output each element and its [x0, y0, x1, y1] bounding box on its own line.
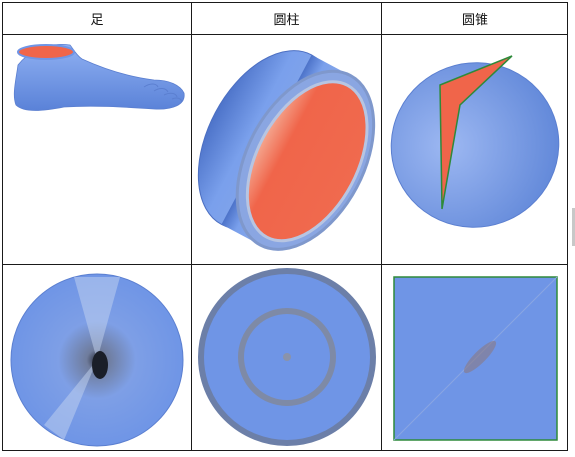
comparison-table: 足 圆柱 圆锥	[2, 2, 568, 451]
annulus-parameterization-icon	[198, 268, 376, 446]
cylinder-render-cell	[192, 35, 381, 264]
disk-param-cell	[4, 265, 191, 451]
cone-wedge-mesh-render-icon	[390, 55, 560, 228]
cone-render-cell	[382, 35, 568, 264]
foot-mesh-render-icon	[13, 44, 185, 111]
header-divider	[3, 34, 567, 35]
square-parameterization-icon	[393, 276, 558, 441]
row-divider	[3, 264, 567, 265]
cylinder-ring-mesh-render-icon	[197, 50, 376, 251]
header-foot: 足	[90, 13, 104, 28]
scrollbar-thumb[interactable]	[572, 208, 575, 246]
square-param-cell	[382, 265, 568, 451]
header-cylinder: 圆柱	[273, 13, 300, 28]
column-divider-1	[191, 3, 192, 450]
annulus-param-cell	[192, 265, 381, 451]
header-cone: 圆锥	[461, 13, 488, 28]
column-divider-2	[381, 3, 382, 450]
foot-render-cell	[4, 35, 191, 264]
disk-parameterization-icon	[10, 273, 184, 447]
